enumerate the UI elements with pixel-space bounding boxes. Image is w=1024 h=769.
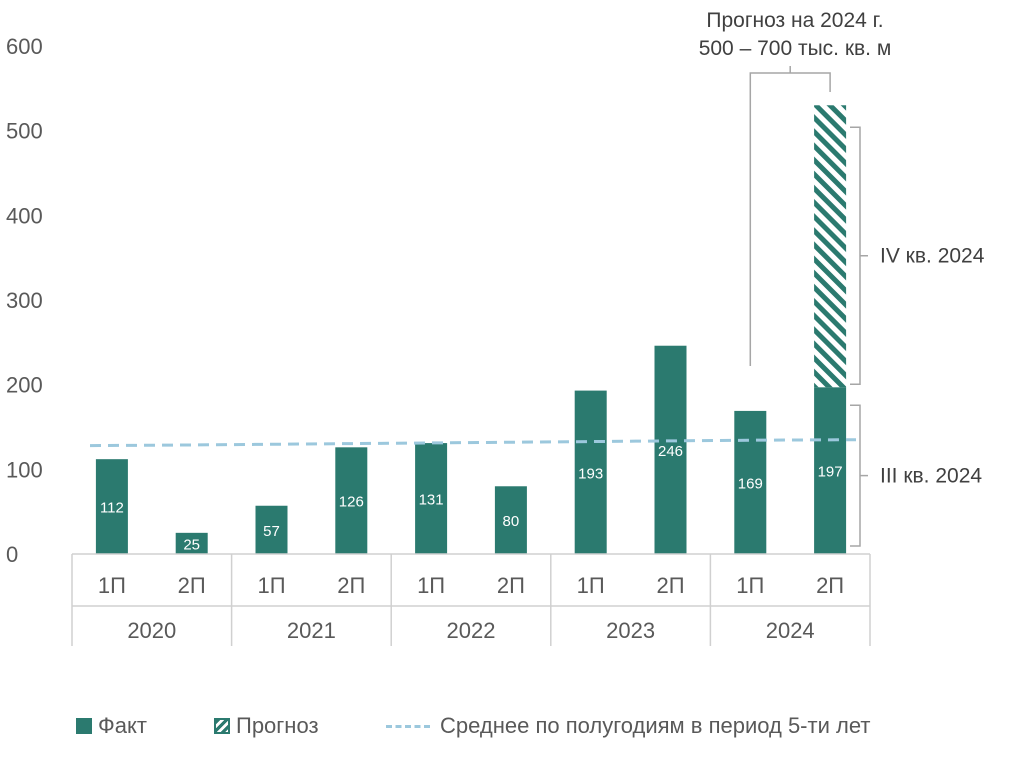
bar-fact	[175, 532, 208, 554]
y-tick-label: 300	[6, 288, 43, 313]
x-tick-label: 2П	[816, 573, 844, 598]
bar-value-label: 131	[419, 492, 444, 509]
bar-value-label: 193	[578, 465, 603, 482]
bar-value-label: 25	[183, 536, 200, 553]
x-tick-label: 2П	[178, 573, 206, 598]
bar-fact	[95, 459, 128, 554]
average-series-line	[89, 438, 857, 448]
bar-fact	[574, 390, 607, 554]
q4-label: IV кв. 2024	[880, 245, 985, 268]
y-tick-label: 500	[6, 119, 43, 144]
legend: Факт Прогноз Среднее по полугодиям в пер…	[0, 706, 1024, 746]
legend-swatch-average	[386, 724, 430, 728]
x-tick-label: 1П	[736, 573, 764, 598]
legend-swatch-forecast	[214, 718, 230, 734]
legend-label-forecast: Прогноз	[236, 713, 319, 738]
q3-label: III кв. 2024	[880, 465, 982, 488]
x-group-label: 2021	[287, 618, 336, 643]
y-axis: 0 100 200 300 400 500 600	[6, 34, 43, 567]
bar-value-label: 246	[658, 443, 683, 460]
y-tick-label: 0	[6, 542, 18, 567]
x-tick-label: 1П	[417, 573, 445, 598]
y-tick-label: 400	[6, 203, 43, 228]
bar-value-label: 57	[263, 523, 280, 540]
bar-forecast	[814, 105, 847, 388]
bar-fact	[734, 410, 767, 554]
bar-fact	[255, 505, 288, 554]
legend-item-forecast: Прогноз	[214, 706, 319, 746]
x-group-label: 2024	[766, 618, 815, 643]
y-tick-label: 600	[6, 34, 43, 59]
bar-fact	[335, 447, 368, 554]
y-tick-label: 200	[6, 373, 43, 398]
bar-fact	[814, 387, 847, 554]
legend-item-average: Среднее по полугодиям в период 5-ти лет	[386, 706, 870, 746]
q3-bracket	[850, 404, 861, 547]
bar-fact	[654, 345, 687, 554]
x-group-label: 2020	[127, 618, 176, 643]
x-group-label: 2023	[606, 618, 655, 643]
bar-fact	[415, 443, 448, 554]
average-line	[89, 438, 857, 448]
bar-value-label: 169	[738, 475, 763, 492]
legend-item-fact: Факт	[76, 706, 147, 746]
x-tick-label: 2П	[497, 573, 525, 598]
forecast-title-line1: Прогноз на 2024 г.	[706, 9, 883, 32]
x-tick-label: 1П	[577, 573, 605, 598]
x-tick-label: 1П	[98, 573, 126, 598]
legend-label-fact: Факт	[98, 713, 147, 738]
bar-value-label: 197	[818, 464, 843, 481]
x-tick-label: 2П	[337, 573, 365, 598]
q4-bracket	[850, 126, 861, 385]
bar-value-label: 80	[503, 513, 520, 530]
bar-fact	[494, 486, 527, 554]
x-tick-label: 2П	[656, 573, 684, 598]
annotations: Прогноз на 2024 г. 500 – 700 тыс. кв. м IV…	[699, 9, 985, 547]
forecast-title-line2: 500 – 700 тыс. кв. м	[699, 37, 892, 60]
bar-value-label: 112	[100, 500, 124, 517]
x-group-label: 2022	[447, 618, 496, 643]
bar-value-label: 126	[339, 494, 364, 511]
legend-label-average: Среднее по полугодиям в период 5-ти лет	[440, 713, 871, 738]
x-tick-label: 1П	[257, 573, 285, 598]
legend-swatch-fact	[76, 718, 92, 734]
bars: 112 25 57 126 131 80 193 246 169 197	[95, 105, 847, 554]
y-tick-label: 100	[6, 457, 43, 482]
